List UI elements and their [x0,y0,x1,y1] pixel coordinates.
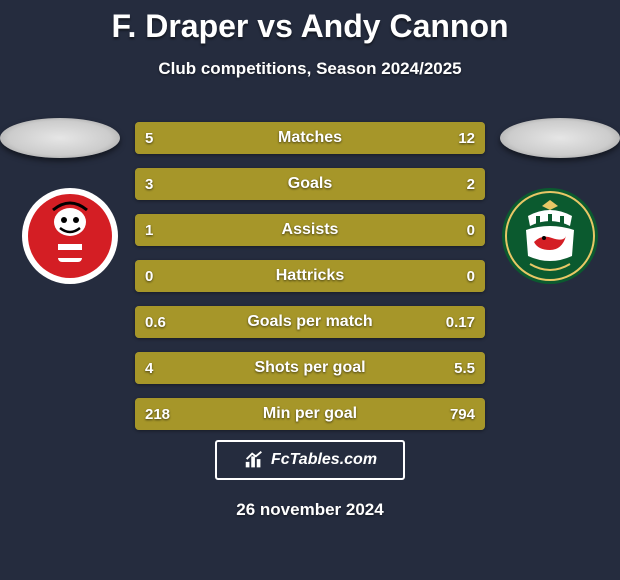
stat-row: 10Assists [135,214,485,246]
brand-chart-icon [243,449,265,471]
stat-label: Goals [135,168,485,200]
brand-label: FcTables.com [271,451,377,469]
player-right-crest [500,186,600,286]
wrexham-crest-icon [500,186,600,286]
stat-row: 218794Min per goal [135,398,485,430]
stat-label: Shots per goal [135,352,485,384]
brand-badge: FcTables.com [215,440,405,480]
stat-row: 00Hattricks [135,260,485,292]
stat-label: Goals per match [135,306,485,338]
stat-row: 512Matches [135,122,485,154]
right-crest-pedestal [500,118,620,158]
stat-label: Matches [135,122,485,154]
stat-label: Min per goal [135,398,485,430]
player-left-crest [20,186,120,286]
stat-row: 45.5Shots per goal [135,352,485,384]
stat-label: Assists [135,214,485,246]
stat-row: 0.60.17Goals per match [135,306,485,338]
stats-bars: 512Matches 32Goals 10Assists 00Hattricks 0.6… [135,122,485,430]
left-crest-pedestal [0,118,120,158]
stat-label: Hattricks [135,260,485,292]
lincoln-city-crest-icon [20,186,120,286]
stat-row: 32Goals [135,168,485,200]
date-label: 26 november 2024 [0,500,620,520]
subtitle: Club competitions, Season 2024/2025 [0,59,620,79]
page-title: F. Draper vs Andy Cannon [0,0,620,45]
